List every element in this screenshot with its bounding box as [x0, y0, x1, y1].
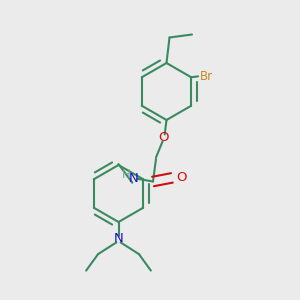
Text: N: N: [114, 232, 123, 245]
Text: Br: Br: [200, 70, 213, 83]
Text: O: O: [176, 171, 187, 184]
Text: N: N: [129, 172, 139, 185]
Text: H: H: [122, 168, 130, 181]
Text: O: O: [158, 131, 169, 144]
